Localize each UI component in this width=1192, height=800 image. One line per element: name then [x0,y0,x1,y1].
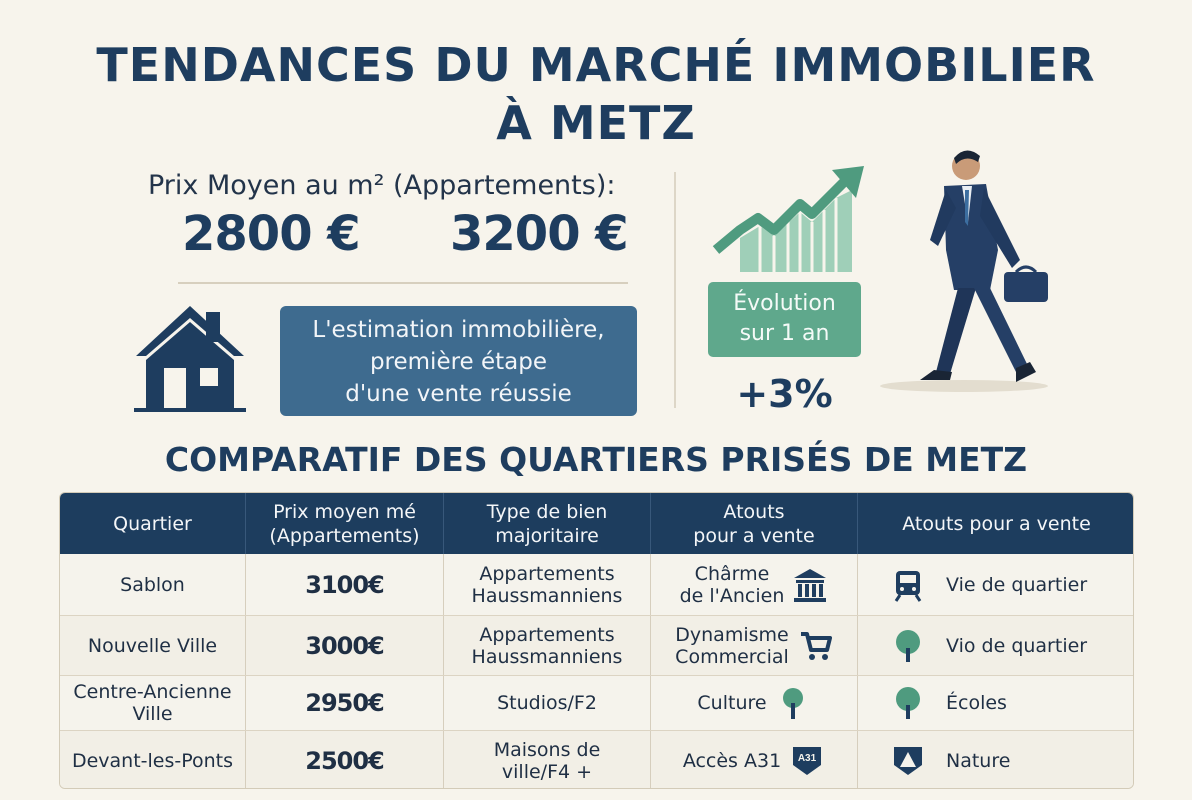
neighborhood-table: Quartier Prix moyen mé (Appartements) Ty… [59,492,1134,789]
header-prix-line-2: (Appartements) [269,524,420,547]
tree-icon [896,687,920,719]
shopping-cart-icon [800,631,832,660]
cell-quartier-line-2: Ville [132,703,173,725]
cell-type: Appartements Haussmanniens [444,616,651,675]
table-row: Sablon 3100€ Appartements Haussmanniens … [60,554,1133,616]
header-type-line-2: majoritaire [495,524,599,547]
cell-type-line-2: Haussmanniens [471,645,623,668]
cell-atout: Accès A31 A31 [651,731,858,788]
nature-icon [894,746,922,775]
cell-prix: 2950€ [246,676,444,730]
tree-icon [896,629,920,662]
cell-atout-2: Écoles [858,676,1133,730]
tree-icon [782,688,803,719]
cell-type-line-1: Appartements [479,623,615,646]
title-line-1: TENDANCES DU MARCHÉ IMMOBILIER [96,38,1096,92]
highway-a31-icon: A31 [793,746,822,775]
divider [178,282,628,284]
cell-type: Studios/F2 [444,676,651,730]
table-row: Devant-les-Ponts 2500€ Maisons de ville/… [60,731,1133,788]
header-atouts-line-2: pour a vente [693,524,815,547]
header-atouts: Atouts pour a vente [651,493,858,554]
cell-atout-label: Culture [697,692,767,714]
price-range: 2800 € 3200 € [182,206,642,266]
cell-type-line-2: ville/F4 + [501,760,593,783]
a31-badge-text: A31 [798,753,817,764]
cell-prix: 3100€ [246,554,444,615]
table-row: Nouvelle Ville 3000€ Appartements Haussm… [60,616,1133,676]
cell-atout-line-2: de l'Ancien [679,584,785,607]
header-prix: Prix moyen mé (Appartements) [246,493,444,554]
title-line-2: À METZ [496,96,696,150]
cell-atout-2-label: Nature [946,749,1011,772]
tram-icon [894,570,922,602]
header-atouts-line-1: Atouts [723,500,785,523]
comparison-title: COMPARATIF DES QUARTIERS PRISÉS DE METZ [164,440,1028,479]
evolution-value: +3% [736,372,833,416]
header-prix-line-1: Prix moyen mé [273,500,416,523]
estimation-banner: L'estimation immobilière, première étape… [280,306,637,416]
cell-atout-2-label: Écoles [946,692,1007,714]
cell-type-line-1: Appartements [479,562,615,585]
cell-atout-line-2: Commercial [675,645,789,668]
price-low: 2800 € [182,206,361,262]
cell-quartier: Sablon [60,554,246,615]
estimation-line-2: première étape [369,349,548,375]
cell-atout-label: Accès A31 [682,749,782,772]
cell-atout: Dynamisme Commercial [651,616,858,675]
page-title: TENDANCES DU MARCHÉ IMMOBILIER À METZ [0,36,1192,152]
vertical-divider [674,172,676,408]
cell-quartier: Devant-les-Ponts [60,731,246,788]
cell-atout-line-1: Chârme [694,562,770,585]
evolution-line-2: sur 1 an [739,321,830,346]
evolution-badge: Évolution sur 1 an [708,282,861,357]
header-type-line-1: Type de bien [486,500,608,523]
header-type: Type de bien majoritaire [444,493,651,554]
cell-atout-line-1: Dynamisme [675,623,789,646]
cell-prix: 3000€ [246,616,444,675]
price-label: Prix Moyen au m² (Appartements): [148,170,616,201]
cell-type-line-1: Maisons de [493,738,601,761]
cell-quartier-line-1: Centre-Ancienne [73,681,232,703]
cell-atout-2-label: Vio de quartier [946,634,1088,657]
house-icon [134,306,246,412]
estimation-line-3: d'une vente réussie [345,381,572,407]
cell-quartier: Nouvelle Ville [60,616,246,675]
cell-type: Maisons de ville/F4 + [444,731,651,788]
cell-type-line-2: Haussmanniens [471,584,623,607]
table-header-row: Quartier Prix moyen mé (Appartements) Ty… [60,493,1133,554]
cell-quartier: Centre-Ancienne Ville [60,676,246,730]
businessman-illustration [880,150,1048,392]
table-row: Centre-Ancienne Ville 2950€ Studios/F2 C… [60,676,1133,731]
cell-type: Appartements Haussmanniens [444,554,651,615]
evolution-line-1: Évolution [733,291,836,316]
price-high: 3200 € [450,206,629,262]
cell-atout-2: Vio de quartier [858,616,1133,675]
cell-prix: 2500€ [246,731,444,788]
cell-atout: Chârme de l'Ancien [651,554,858,615]
cell-atout-2: Nature [858,731,1133,788]
cell-atout-2: Vie de quartier [858,554,1133,615]
growth-chart-icon [712,166,864,272]
bank-icon [794,568,827,602]
header-atouts-2: Atouts pour a vente [902,512,1091,535]
cell-atout-2-label: Vie de quartier [946,573,1088,596]
cell-atout: Culture [651,676,858,730]
estimation-line-1: L'estimation immobilière, [312,317,605,343]
header-quartier: Quartier [60,493,246,554]
